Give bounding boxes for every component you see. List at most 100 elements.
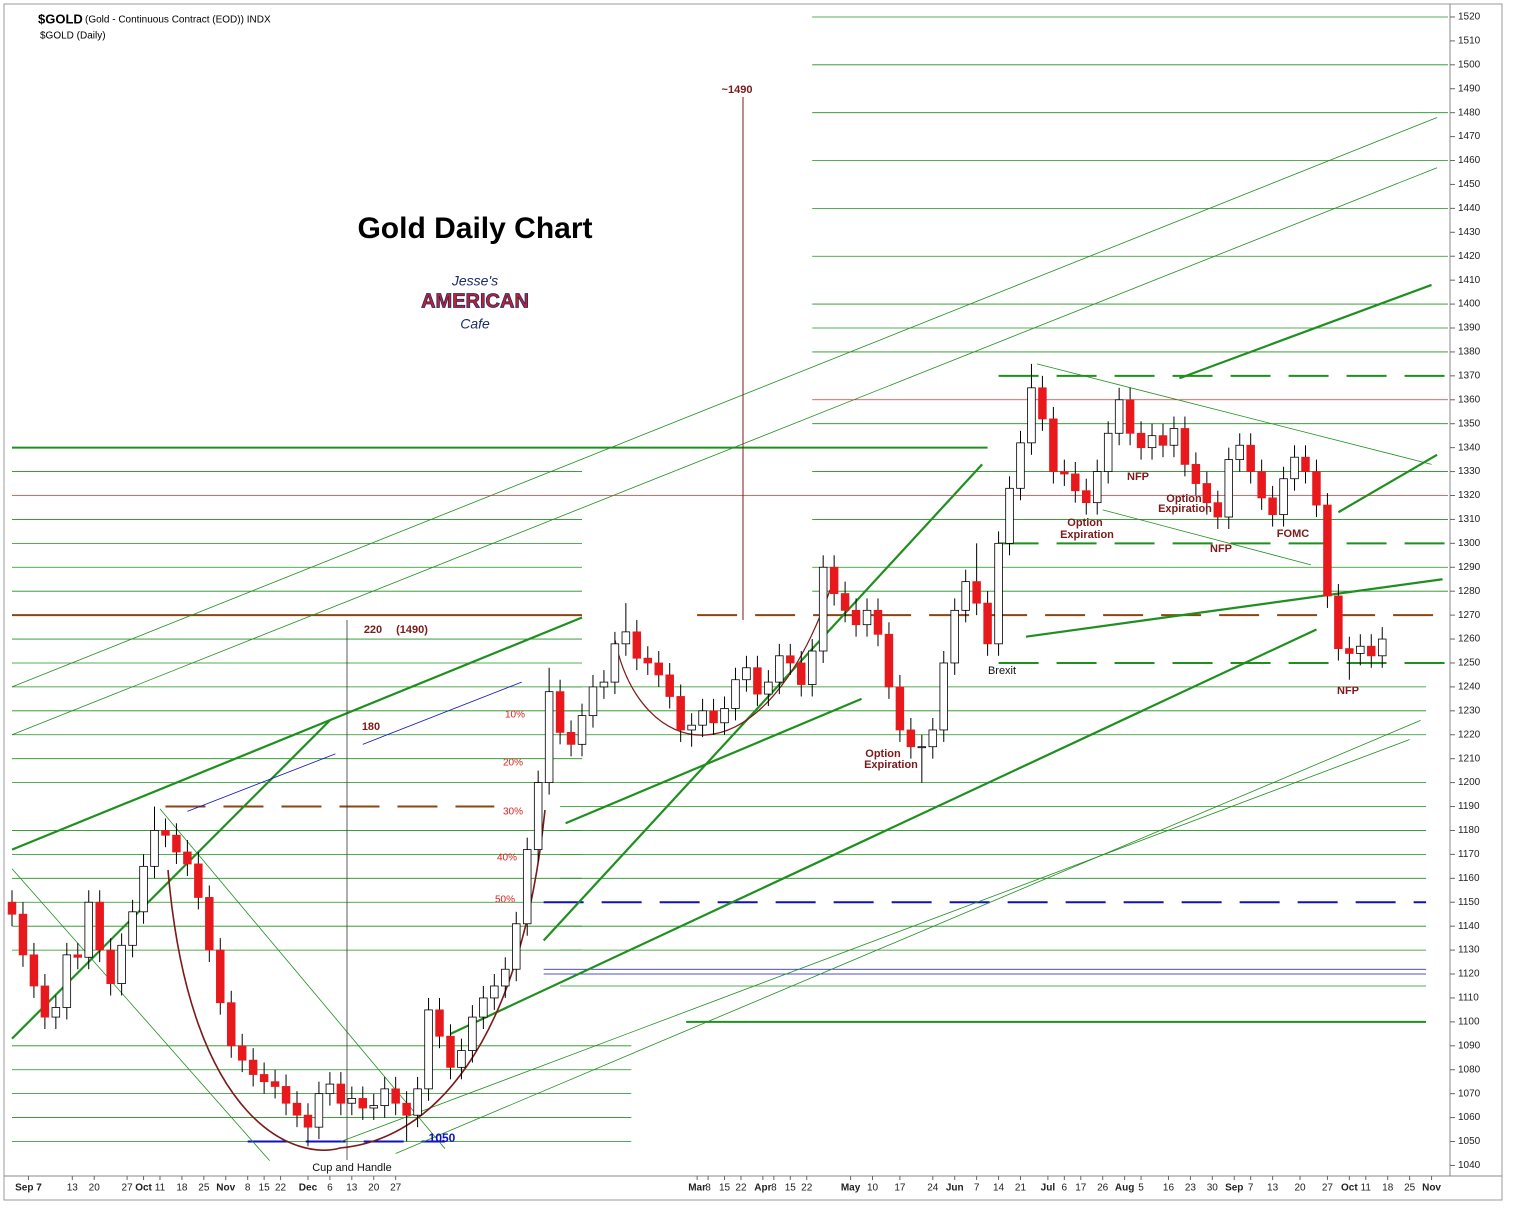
candle-body [369, 1105, 378, 1109]
candle-body [950, 609, 959, 664]
candle-body [1114, 399, 1124, 434]
x-tick-label: Nov [1422, 1183, 1441, 1194]
x-tick-label: 22 [275, 1183, 287, 1194]
x-tick-label: 18 [176, 1183, 188, 1194]
y-tick-label: 1490 [1458, 83, 1481, 94]
candle-body [237, 1045, 247, 1061]
candle-body [1268, 497, 1277, 516]
x-tick-label: 25 [198, 1183, 210, 1194]
candle-body [1356, 645, 1365, 654]
candle-body [29, 954, 39, 987]
candle-body [1180, 428, 1190, 465]
trendline [395, 720, 1421, 1154]
candle-body [687, 724, 696, 731]
x-tick-label: Sep 7 [15, 1183, 42, 1194]
candle-body [1312, 471, 1321, 506]
candle-body [818, 566, 828, 652]
candle-body [1257, 471, 1266, 499]
x-tick-label: 17 [894, 1183, 906, 1194]
candle-body [1246, 444, 1255, 472]
y-tick-label: 1410 [1458, 275, 1481, 286]
y-tick-label: 1390 [1458, 323, 1481, 334]
candle-body [972, 581, 981, 604]
y-tick-label: 1430 [1458, 227, 1481, 238]
candle-body [621, 631, 631, 645]
y-tick-label: 1230 [1458, 705, 1481, 716]
candle-body [709, 710, 718, 724]
candle-body [1367, 645, 1376, 657]
candle-body [731, 679, 740, 709]
annotation: NFP [1210, 543, 1232, 555]
x-tick-label: Jun [946, 1183, 964, 1194]
candle-body [588, 686, 598, 717]
candle-body [259, 1074, 269, 1083]
candle-body [380, 1088, 389, 1107]
y-tick-label: 1150 [1458, 897, 1480, 908]
candle-body [1213, 502, 1223, 518]
trendline [11, 868, 270, 1161]
annotation: Cup and Handle [312, 1162, 392, 1174]
x-tick-label: Oct [1341, 1183, 1358, 1194]
candle-body [73, 954, 83, 958]
candle-body [150, 830, 159, 867]
annotation: 220 [364, 624, 382, 636]
trendline [340, 739, 1410, 1142]
candle-body [522, 849, 532, 925]
y-tick-label: 1280 [1458, 586, 1481, 597]
annotation: 20% [503, 758, 523, 769]
candle-body [1191, 463, 1201, 484]
annotation: Expiration [1158, 503, 1212, 515]
candle-body [654, 662, 663, 676]
candle-body [139, 865, 148, 913]
x-tick-label: 15 [785, 1183, 797, 1194]
candle-body [1103, 432, 1113, 472]
logo-top: Jesse's [451, 273, 498, 289]
trendline [1179, 283, 1432, 380]
candle-body [599, 681, 609, 688]
candle-body [632, 631, 642, 659]
candle-body [303, 1114, 313, 1128]
logo-bottom: Cafe [460, 316, 490, 332]
candle-body [917, 746, 927, 749]
candle-body [62, 954, 72, 1008]
y-tick-label: 1140 [1458, 921, 1480, 932]
x-tick-label: May [841, 1183, 861, 1194]
y-tick-label: 1160 [1458, 873, 1480, 884]
x-tick-label: 16 [1163, 1183, 1175, 1194]
x-tick-label: 5 [1138, 1183, 1144, 1194]
candle-body [490, 985, 499, 999]
y-tick-label: 1480 [1458, 107, 1481, 118]
x-tick-label: Sep [1225, 1183, 1243, 1194]
candles [7, 363, 1387, 1147]
trendline [1102, 509, 1312, 566]
candle-body [928, 729, 938, 748]
x-tick-label: 17 [1075, 1183, 1087, 1194]
x-tick-label: 7 [974, 1183, 980, 1194]
candle-body [676, 696, 685, 731]
x-tick-label: 11 [155, 1183, 166, 1194]
candle-body [194, 863, 203, 898]
candle-body [1125, 399, 1135, 434]
y-tick-label: 1400 [1458, 299, 1481, 310]
candle-body [183, 851, 192, 865]
trendline [542, 463, 983, 942]
candle-body [292, 1102, 302, 1116]
x-tick-label: Aug [1115, 1183, 1134, 1194]
candle-body [1235, 444, 1244, 461]
y-tick-label: 1130 [1458, 945, 1480, 956]
candle-body [446, 1035, 455, 1068]
x-tick-label: 20 [89, 1183, 101, 1194]
header: $GOLD [38, 11, 83, 26]
annotation: FOMC [1277, 528, 1309, 540]
candle-body [797, 662, 806, 685]
x-tick-label: 30 [1207, 1183, 1219, 1194]
y-tick-label: 1330 [1458, 466, 1481, 477]
y-tick-label: 1250 [1458, 658, 1481, 669]
header-detail: (Gold - Continuous Contract (EOD)) INDX [85, 15, 271, 26]
x-tick-label: 24 [927, 1183, 939, 1194]
y-tick-label: 1310 [1458, 514, 1481, 525]
annotation: 30% [503, 807, 523, 818]
candle-body [424, 1009, 433, 1090]
x-tick-label: Apr [754, 1183, 771, 1194]
